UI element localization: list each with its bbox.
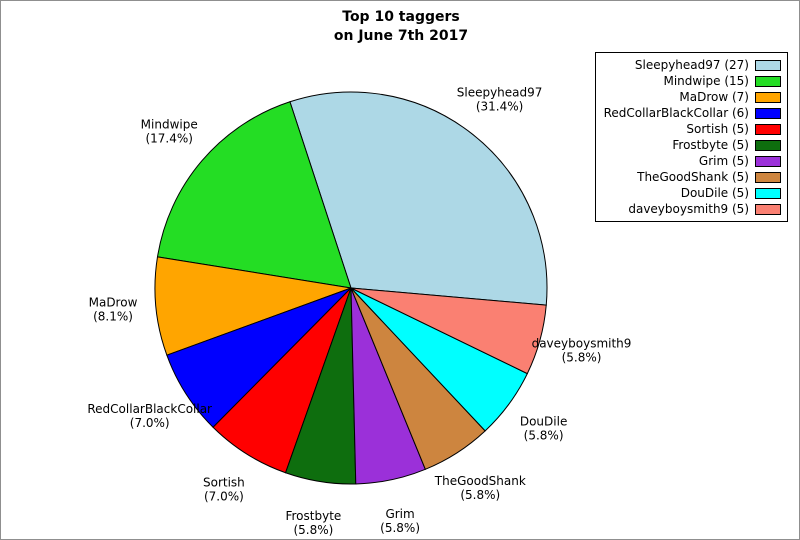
pie-label-DouDile: DouDile (5.8%) [520, 415, 567, 443]
legend-row-Frostbyte: Frostbyte (5) [604, 138, 781, 152]
pie-label-TheGoodShank: TheGoodShank (5.8%) [434, 474, 526, 502]
legend-swatch [755, 155, 781, 167]
pie-label-Sleepyhead97: Sleepyhead97 (31.4%) [457, 86, 543, 114]
pie-slice-Mindwipe [156, 101, 352, 289]
legend-row-Grim: Grim (5) [604, 154, 781, 168]
legend-swatch [755, 75, 781, 87]
chart-title-line1: Top 10 taggers [342, 9, 460, 25]
legend-swatch [755, 203, 781, 215]
legend-swatch [755, 171, 781, 183]
legend-swatch [755, 91, 781, 103]
legend-label: Grim (5) [698, 154, 749, 168]
pie-slice-daveyboysmith9 [350, 287, 547, 375]
legend-row-daveyboysmith9: daveyboysmith9 (5) [604, 202, 781, 216]
pie-label-Frostbyte: Frostbyte (5.8%) [285, 509, 341, 537]
legend-label: MaDrow (7) [679, 90, 749, 104]
legend-swatch [755, 107, 781, 119]
legend-row-RedCollarBlackCollar: RedCollarBlackCollar (6) [604, 106, 781, 120]
pie-slice-MaDrow [154, 256, 353, 356]
chart-title-line2: on June 7th 2017 [333, 27, 469, 44]
pie-label-Grim: Grim (5.8%) [380, 507, 420, 535]
legend-swatch [755, 59, 781, 71]
legend-swatch [755, 123, 781, 135]
pie-label-MaDrow: MaDrow (8.1%) [89, 296, 138, 324]
legend-row-DouDile: DouDile (5) [604, 186, 781, 200]
legend-label: TheGoodShank (5) [637, 170, 749, 184]
pie-label-RedCollarBlackCollar: RedCollarBlackCollar (7.0%) [87, 402, 212, 430]
pie-slice-Sleepyhead97 [289, 91, 548, 306]
legend: Sleepyhead97 (27) Mindwipe (15) MaDrow (7)… [594, 52, 788, 222]
legend-row-Mindwipe: Mindwipe (15) [604, 74, 781, 88]
legend-label: RedCollarBlackCollar (6) [603, 106, 749, 120]
legend-swatch [755, 139, 781, 151]
pie-label-Sortish: Sortish (7.0%) [203, 476, 245, 504]
legend-row-Sleepyhead97: Sleepyhead97 (27) [604, 58, 781, 72]
pie-label-Mindwipe: Mindwipe (17.4%) [141, 118, 198, 146]
legend-row-MaDrow: MaDrow (7) [604, 90, 781, 104]
legend-row-Sortish: Sortish (5) [604, 122, 781, 136]
legend-label: Sortish (5) [686, 122, 749, 136]
legend-swatch [755, 187, 781, 199]
legend-label: Frostbyte (5) [672, 138, 749, 152]
legend-label: daveyboysmith9 (5) [628, 202, 749, 216]
legend-row-TheGoodShank: TheGoodShank (5) [604, 170, 781, 184]
legend-label: DouDile (5) [680, 186, 749, 200]
pie-label-daveyboysmith9: daveyboysmith9 (5.8%) [532, 337, 632, 365]
legend-label: Sleepyhead97 (27) [634, 58, 749, 72]
chart-title: Top 10 taggers on June 7th 2017 [1, 8, 799, 46]
legend-label: Mindwipe (15) [663, 74, 749, 88]
